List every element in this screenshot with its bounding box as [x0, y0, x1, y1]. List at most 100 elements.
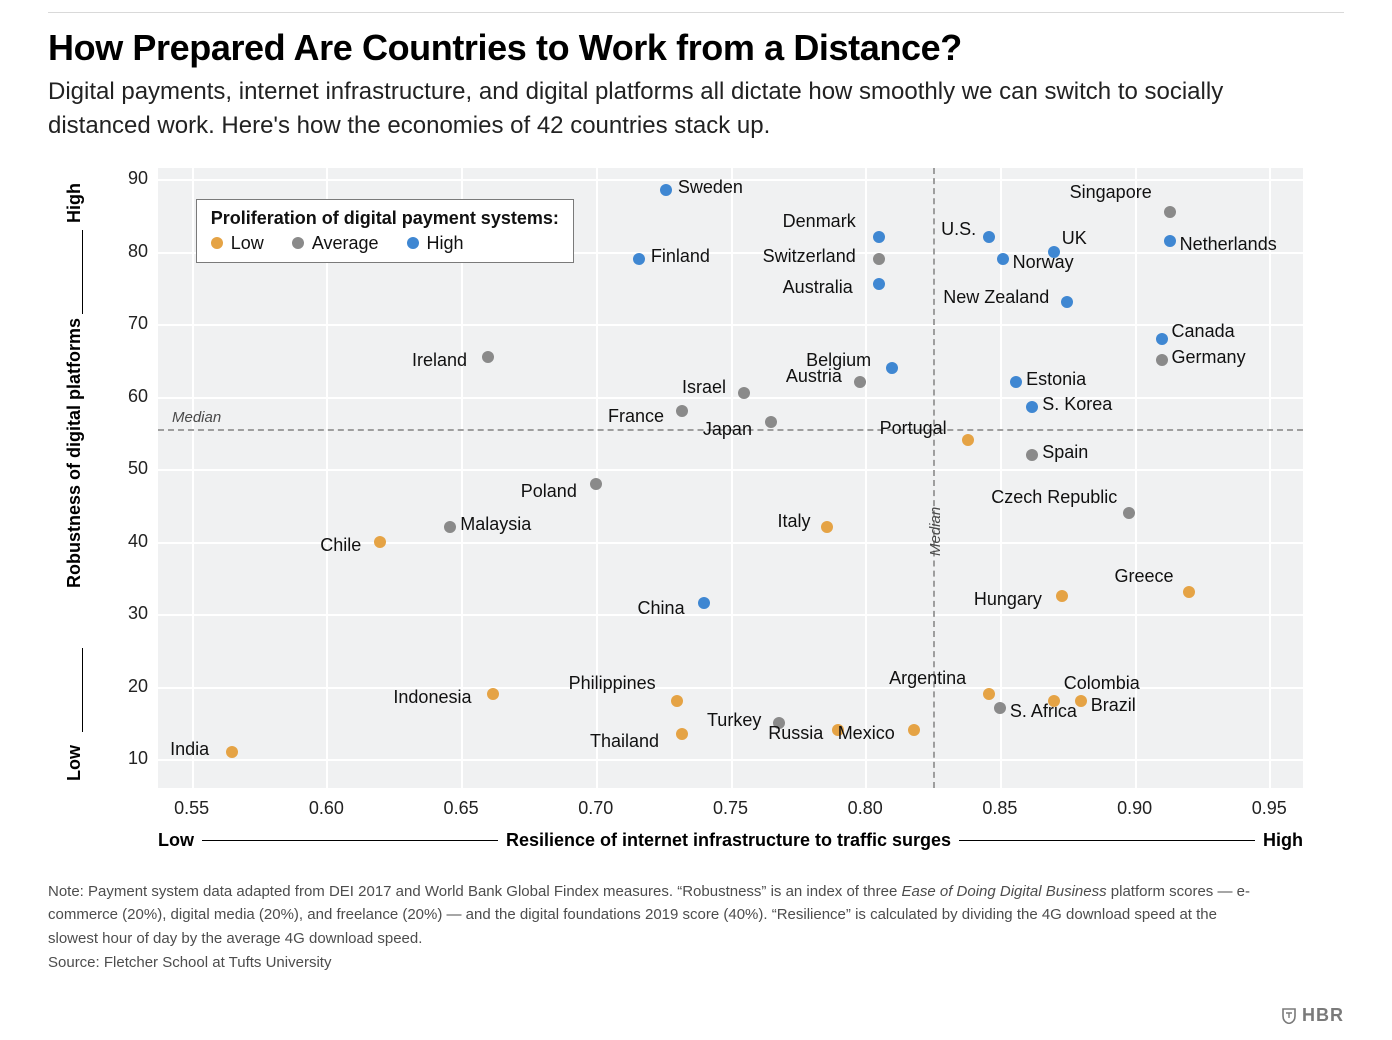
- data-point: [676, 728, 688, 740]
- data-point-label: Colombia: [1064, 673, 1140, 694]
- data-point-label: Russia: [768, 723, 823, 744]
- y-tick-label: 80: [48, 241, 148, 262]
- top-rule: [48, 12, 1344, 13]
- data-point-label: France: [608, 406, 664, 427]
- x-axis-label: Resilience of internet infrastructure to…: [506, 830, 951, 851]
- data-point-label: Ireland: [412, 350, 467, 371]
- data-point: [873, 231, 885, 243]
- data-point-label: Spain: [1042, 442, 1088, 463]
- data-point: [873, 253, 885, 265]
- data-point: [821, 521, 833, 533]
- data-point: [482, 351, 494, 363]
- median-label-x: Median: [927, 507, 944, 556]
- data-point-label: Belgium: [806, 350, 871, 371]
- data-point-label: Thailand: [590, 731, 659, 752]
- data-point-label: Portugal: [880, 418, 947, 439]
- data-point-label: Hungary: [974, 589, 1042, 610]
- data-point-label: Sweden: [678, 177, 743, 198]
- gridline-v: [731, 168, 733, 788]
- x-tick-label: 0.60: [309, 798, 344, 819]
- legend-swatch: [292, 237, 304, 249]
- y-tick-label: 20: [48, 676, 148, 697]
- data-point-label: Malaysia: [460, 514, 531, 535]
- data-point: [983, 688, 995, 700]
- data-point: [1075, 695, 1087, 707]
- x-tick-label: 0.55: [174, 798, 209, 819]
- data-point: [765, 416, 777, 428]
- data-point: [738, 387, 750, 399]
- x-axis-high-label: High: [1263, 830, 1303, 851]
- y-tick-label: 90: [48, 168, 148, 189]
- data-point-label: Italy: [777, 511, 810, 532]
- data-point-label: Singapore: [1070, 182, 1152, 203]
- y-tick-label: 70: [48, 313, 148, 334]
- data-point-label: Philippines: [569, 673, 656, 694]
- x-tick-label: 0.80: [848, 798, 883, 819]
- shield-icon: [1282, 1008, 1296, 1024]
- data-point: [676, 405, 688, 417]
- data-point-label: U.S.: [941, 219, 976, 240]
- data-point: [1061, 296, 1073, 308]
- footnote: Note: Payment system data adapted from D…: [48, 880, 1258, 950]
- y-axis-high-label: High: [64, 183, 85, 223]
- data-point-label: Argentina: [889, 668, 966, 689]
- legend: Proliferation of digital payment systems…: [196, 199, 574, 263]
- y-tick-label: 30: [48, 603, 148, 624]
- data-point-label: Norway: [1013, 252, 1074, 273]
- x-axis-low-label: Low: [158, 830, 194, 851]
- data-point: [886, 362, 898, 374]
- data-point-label: Japan: [703, 419, 752, 440]
- legend-item: Average: [292, 233, 379, 254]
- data-point: [1183, 586, 1195, 598]
- data-point: [1156, 354, 1168, 366]
- x-tick-label: 0.75: [713, 798, 748, 819]
- data-point: [854, 376, 866, 388]
- y-tick-label: 10: [48, 748, 148, 769]
- legend-row: Low Average High: [211, 233, 559, 254]
- legend-swatch: [407, 237, 419, 249]
- brand-text: HBR: [1302, 1005, 1344, 1026]
- data-point: [444, 521, 456, 533]
- data-point: [1048, 695, 1060, 707]
- legend-item-label: Low: [231, 233, 264, 254]
- data-point: [1164, 235, 1176, 247]
- legend-item-label: Average: [312, 233, 379, 254]
- data-point-label: Turkey: [707, 710, 761, 731]
- data-point: [1056, 590, 1068, 602]
- data-point: [983, 231, 995, 243]
- data-point: [487, 688, 499, 700]
- data-point-label: Netherlands: [1180, 234, 1277, 255]
- data-point-label: Indonesia: [393, 687, 471, 708]
- y-tick-label: 40: [48, 531, 148, 552]
- data-point: [1164, 206, 1176, 218]
- gridline-v: [192, 168, 194, 788]
- data-point: [908, 724, 920, 736]
- data-point-label: Estonia: [1026, 369, 1086, 390]
- data-point: [1010, 376, 1022, 388]
- data-point: [873, 278, 885, 290]
- data-point-label: Poland: [521, 481, 577, 502]
- data-point: [226, 746, 238, 758]
- data-point-label: UK: [1062, 228, 1087, 249]
- x-tick-label: 0.85: [982, 798, 1017, 819]
- data-point: [671, 695, 683, 707]
- x-tick-label: 0.95: [1252, 798, 1287, 819]
- data-point: [962, 434, 974, 446]
- source-line: Source: Fletcher School at Tufts Univers…: [48, 954, 1344, 971]
- brand-mark: HBR: [1282, 1005, 1344, 1026]
- x-tick-label: 0.70: [578, 798, 613, 819]
- gridline-v: [865, 168, 867, 788]
- data-point: [633, 253, 645, 265]
- data-point-label: Greece: [1115, 566, 1174, 587]
- data-point: [1156, 333, 1168, 345]
- data-point-label: S. Korea: [1042, 394, 1112, 415]
- data-point: [590, 478, 602, 490]
- legend-item: High: [407, 233, 464, 254]
- data-point-label: Finland: [651, 246, 710, 267]
- data-point: [997, 253, 1009, 265]
- chart-title: How Prepared Are Countries to Work from …: [48, 27, 1344, 69]
- data-point-label: Germany: [1172, 347, 1246, 368]
- median-label-y: Median: [172, 409, 221, 426]
- x-tick-label: 0.90: [1117, 798, 1152, 819]
- data-point-label: New Zealand: [943, 287, 1049, 308]
